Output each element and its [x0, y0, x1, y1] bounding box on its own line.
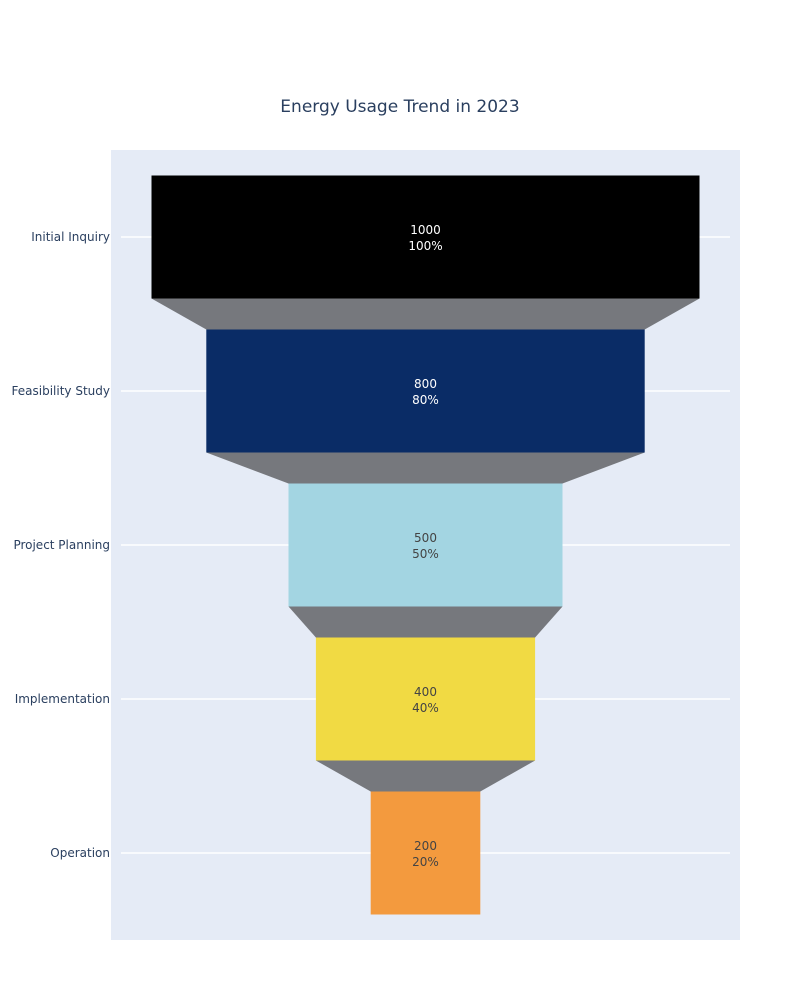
value-label: 500	[414, 531, 437, 545]
value-label: 400	[414, 685, 437, 699]
value-label: 200	[414, 839, 437, 853]
funnel-connector	[151, 298, 700, 330]
funnel-connector	[315, 760, 536, 792]
category-label: Initial Inquiry	[31, 230, 110, 244]
funnel-bar	[206, 329, 645, 453]
funnel-bar	[315, 637, 536, 761]
value-labels: 1000 100% 800 80% 500 50% 400 40% 200 20%	[408, 223, 442, 869]
category-label: Operation	[50, 846, 110, 860]
percent-label: 100%	[408, 239, 442, 253]
category-label: Feasibility Study	[12, 384, 110, 398]
funnel-connectors	[151, 298, 700, 792]
percent-label: 80%	[412, 393, 439, 407]
percent-label: 40%	[412, 701, 439, 715]
funnel-bars	[151, 175, 700, 915]
category-axis-labels: Initial Inquiry Feasibility Study Project …	[12, 230, 110, 860]
funnel-connector	[288, 606, 563, 638]
category-label: Project Planning	[13, 538, 110, 552]
funnel-bar	[288, 483, 563, 607]
funnel-bar	[151, 175, 700, 299]
funnel-bar	[370, 791, 481, 915]
value-label: 800	[414, 377, 437, 391]
chart-title: Energy Usage Trend in 2023	[280, 97, 519, 117]
value-label: 1000	[410, 223, 441, 237]
percent-label: 50%	[412, 547, 439, 561]
funnel-connector	[206, 452, 645, 484]
percent-label: 20%	[412, 855, 439, 869]
category-label: Implementation	[15, 692, 110, 706]
